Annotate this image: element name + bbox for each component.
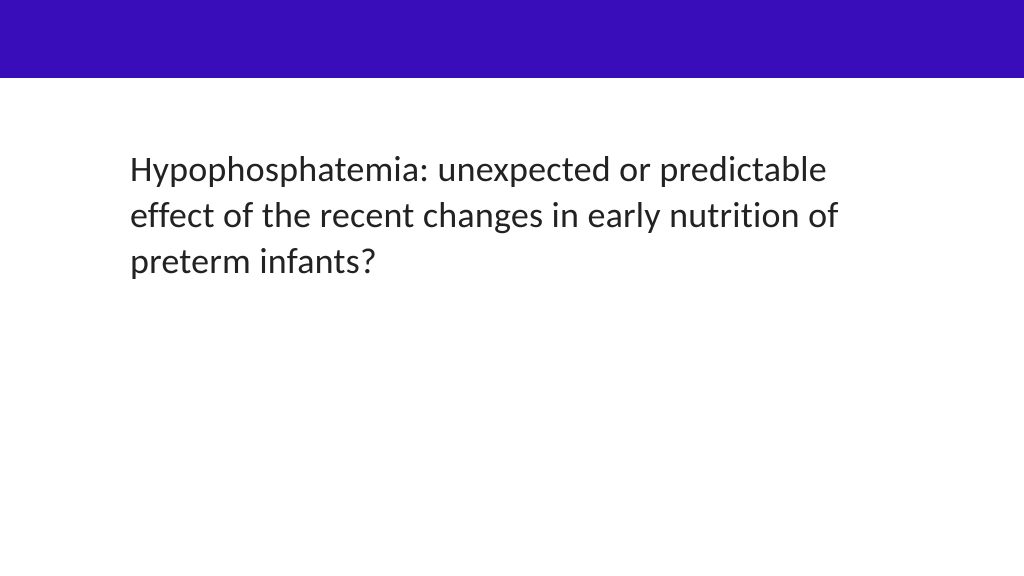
header-bar bbox=[0, 0, 1024, 78]
slide-title: Hypophosphatemia: unexpected or predicta… bbox=[130, 146, 894, 284]
content-area: Hypophosphatemia: unexpected or predicta… bbox=[0, 78, 1024, 284]
